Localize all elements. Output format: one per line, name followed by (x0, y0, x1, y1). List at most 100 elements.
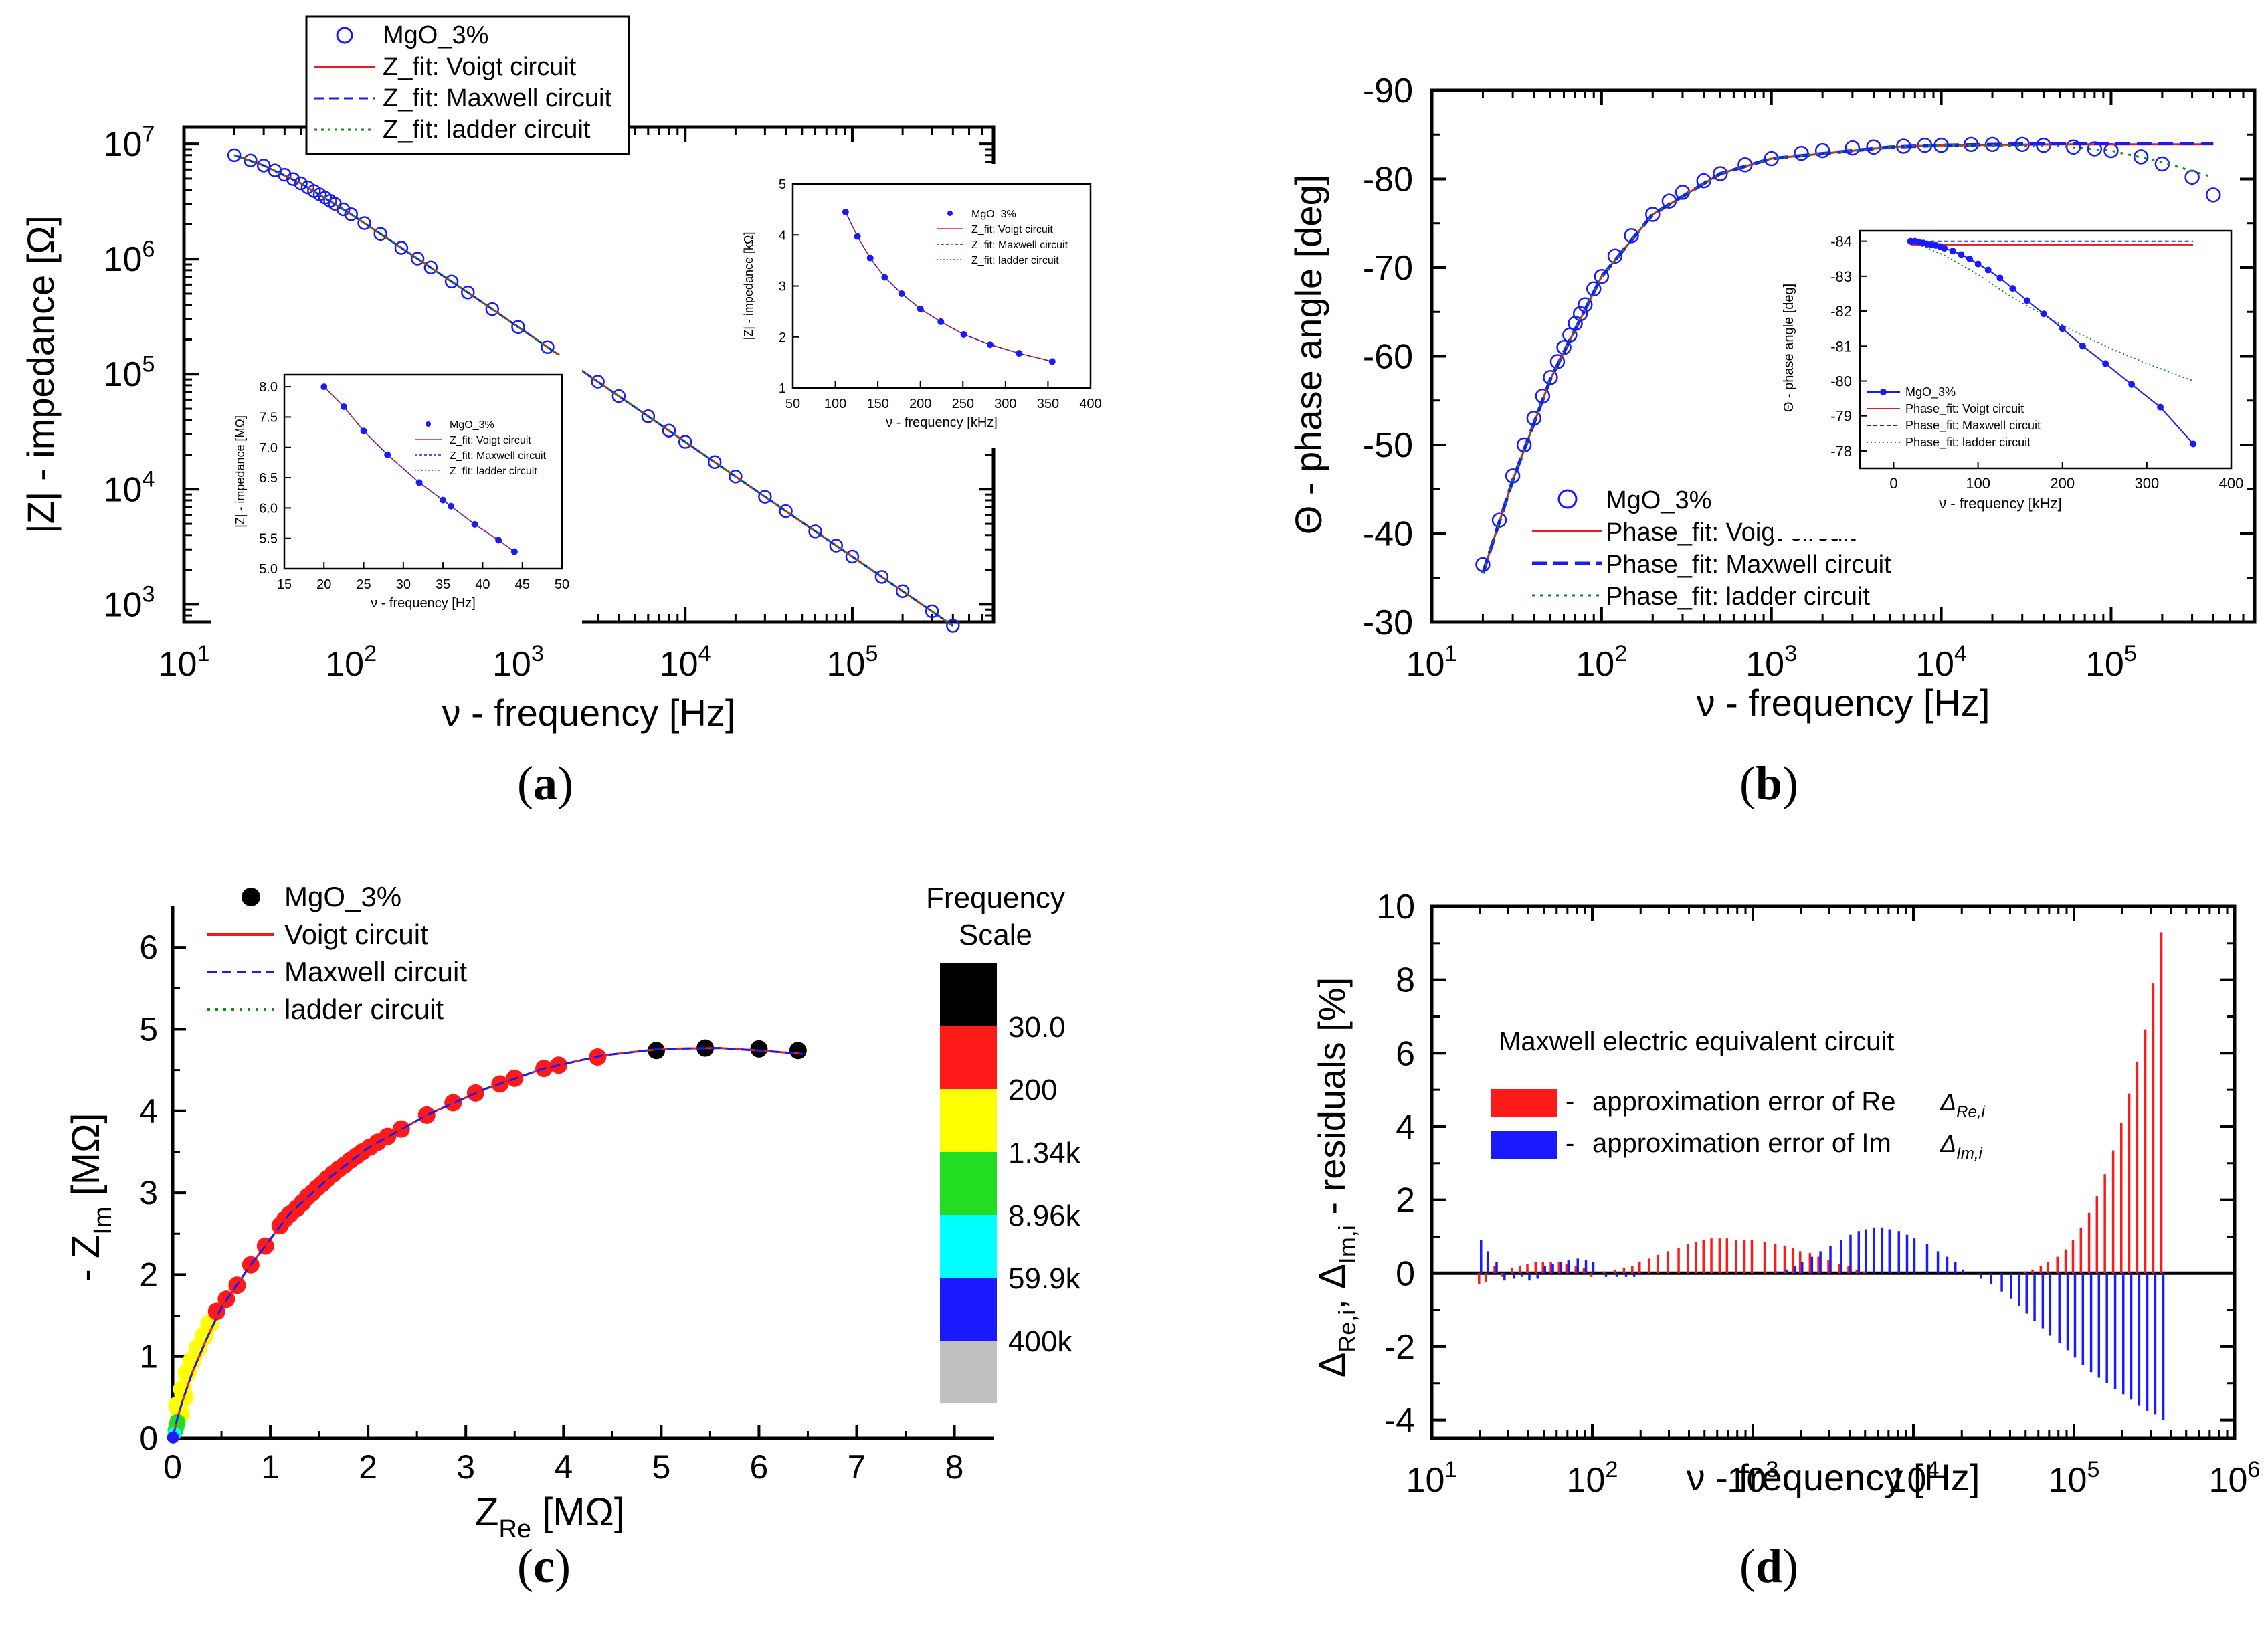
chart-d-xtick-label: 101 (1406, 1457, 1458, 1500)
chart-a-inset-high-bg (719, 164, 1111, 448)
chart-d-ytick-label: 6 (1396, 1034, 1415, 1073)
chart-a-legend-label: Z_fit: Voigt circuit (383, 53, 577, 81)
chart-a-point (591, 375, 605, 389)
panel-label-b: (b) (1739, 757, 1799, 810)
chart-a-inset-low-xtick-label: 40 (475, 577, 490, 592)
chart-a-ytick-label-exp: 7 (142, 121, 155, 147)
chart-a-point (678, 435, 692, 449)
chart-c-xtick-label: 2 (359, 1448, 377, 1486)
chart-d-ytick-label: 0 (1396, 1254, 1415, 1293)
chart-c-xtick-label: 4 (554, 1448, 573, 1486)
chart-d-ytick-label: 2 (1396, 1181, 1415, 1220)
chart-b-xtick-label-base: 10 (1576, 645, 1614, 684)
chart-a-xtick-label-exp: 2 (364, 641, 377, 666)
chart-b-inset-point (1974, 260, 1982, 268)
chart-a-inset-high-ytick-label: 5 (779, 177, 786, 192)
chart-a-xtick-label: 105 (826, 641, 878, 684)
chart-a-point (394, 241, 409, 255)
chart-b-xtick-label-exp: 1 (1444, 641, 1457, 666)
chart-a-inset-high-ytick-label: 3 (779, 280, 786, 294)
chart-a-ytick-label-base: 10 (104, 355, 143, 394)
chart-a-inset-high: 50 100 150 200 250 300 350 400 1 2 3 4 5 ν - frequenc… (719, 164, 1111, 448)
chart-a-point (244, 153, 258, 167)
chart-a-point (444, 274, 459, 289)
chart-a-inset-low-legend-marker (426, 421, 431, 427)
chart-c-frequency-scale-subtitle: Scale (959, 918, 1032, 951)
chart-d-legend-label: approximation error of Im (1592, 1129, 1891, 1158)
chart-c-frequency-scale-swatch (940, 1026, 997, 1089)
chart-c-frequency-scale-swatch (940, 1089, 997, 1152)
chart-b-inset-point (1958, 251, 1965, 258)
chart-b-inset: 0 100 200 300 400 -78 -79 -80 -81 -82 -83 -84 ν - fr… (1773, 217, 2243, 539)
chart-d-legend-swatch (1491, 1131, 1557, 1159)
chart-c-fit-maxwell (171, 1047, 804, 1439)
chart-a-legend-label: Z_fit: ladder circuit (383, 116, 591, 144)
chart-d-ytick-label: -4 (1384, 1401, 1415, 1440)
chart-d-ylabel: ΔRe,i, ΔIm,i - residuals [%] (1311, 977, 1361, 1377)
chart-c-ytick-label: 5 (139, 1010, 158, 1048)
chart-d-xtick-label-base: 10 (1406, 1461, 1445, 1500)
chart-a-ytick-label-exp: 5 (142, 351, 155, 377)
chart-b-ytick-label: -40 (1363, 515, 1413, 554)
chart-d-xtick-label-base: 10 (1888, 1461, 1927, 1500)
chart-d-ylabel-part: - residuals [%] (1311, 977, 1353, 1225)
chart-a-ytick-label-exp: 4 (142, 466, 155, 492)
chart-a-legend-label: Z_fit: Maxwell circuit (383, 84, 611, 112)
chart-b-legend-marker (1557, 489, 1578, 509)
chart-d-xtick-label: 102 (1567, 1457, 1618, 1500)
chart-a-point (845, 549, 860, 564)
chart-a-inset-high-xtick-label: 250 (952, 397, 974, 411)
chart-b-xtick-label: 102 (1576, 641, 1627, 684)
chart-c-ylabel: - ZIm [MΩ] (64, 1112, 117, 1282)
chart-b-ytick-label: -90 (1363, 72, 1413, 110)
chart-c-ylabel-main: - Z (64, 1235, 108, 1282)
chart-a-xtick-label-base: 10 (159, 645, 197, 684)
chart-d-ylabel-part: Im,i (1333, 1225, 1361, 1264)
chart-a-xtick-label-exp: 3 (531, 641, 544, 666)
chart-a-inset-high-point (917, 305, 924, 312)
chart-c-frequency-scale-label: 400k (1008, 1325, 1072, 1358)
chart-a-xtick-label-base: 10 (492, 645, 531, 684)
chart-b-inset-legend-marker (1880, 389, 1887, 395)
chart-a-inset-high-xlabel: ν - frequency [kHz] (886, 415, 998, 430)
chart-b-xtick-label: 101 (1406, 641, 1458, 684)
chart-a-xtick-label-base: 10 (325, 645, 364, 684)
chart-b-inset-point (2128, 381, 2136, 388)
chart-a-inset-low-bg (211, 355, 582, 629)
chart-d-xtick-label-base: 10 (2209, 1461, 2248, 1500)
chart-a-point (410, 252, 425, 266)
chart-a-inset-high-point (898, 290, 905, 297)
chart-a-inset-low-point (510, 548, 518, 555)
chart-c-xtick-label: 1 (261, 1448, 280, 1486)
chart-d-ylabel-part: Re,i (1333, 1310, 1361, 1353)
chart-b-point (1594, 269, 1610, 284)
chart-a-point (286, 172, 300, 186)
chart-b-xtick-label-base: 10 (1406, 645, 1445, 684)
chart-d-xtick-label-base: 10 (1727, 1461, 1766, 1500)
chart-d-ytick-label: -2 (1384, 1328, 1415, 1367)
chart-a-legend-label: MgO_3% (383, 21, 488, 50)
chart-d-xtick-label-base: 10 (2049, 1461, 2087, 1500)
chart-b-inset-point (2023, 297, 2030, 304)
chart-a-inset-high-point (854, 233, 861, 240)
chart-c-xtick-label: 8 (945, 1448, 964, 1486)
chart-b-xtick-label-base: 10 (1745, 645, 1784, 684)
chart-b-inset-fit-ladder (1910, 240, 2194, 382)
chart-b-inset-ytick-label: -79 (1830, 408, 1852, 425)
chart-b-point (1713, 166, 1728, 181)
chart-b-inset-point (2059, 325, 2066, 332)
chart-a-point (294, 176, 308, 191)
chart-c-point-black (789, 1042, 807, 1060)
chart-a-ytick-label-base: 10 (104, 585, 143, 624)
chart-d-xtick-label-exp: 4 (1926, 1457, 1939, 1482)
chart-d-legend-label: approximation error of Re (1592, 1087, 1896, 1117)
chart-d-frame (1430, 904, 2237, 1440)
chart-b-inset-point (1984, 266, 1992, 274)
chart-c-legend-label: ladder circuit (284, 993, 444, 1025)
chart-b-xtick-label: 104 (1915, 641, 1967, 684)
chart-b-inset-legend-label: MgO_3% (1905, 385, 1956, 399)
chart-d-legend-symbol: ΔIm,i (1940, 1130, 1982, 1163)
chart-a-point (485, 302, 500, 316)
chart-a-point (541, 340, 555, 354)
